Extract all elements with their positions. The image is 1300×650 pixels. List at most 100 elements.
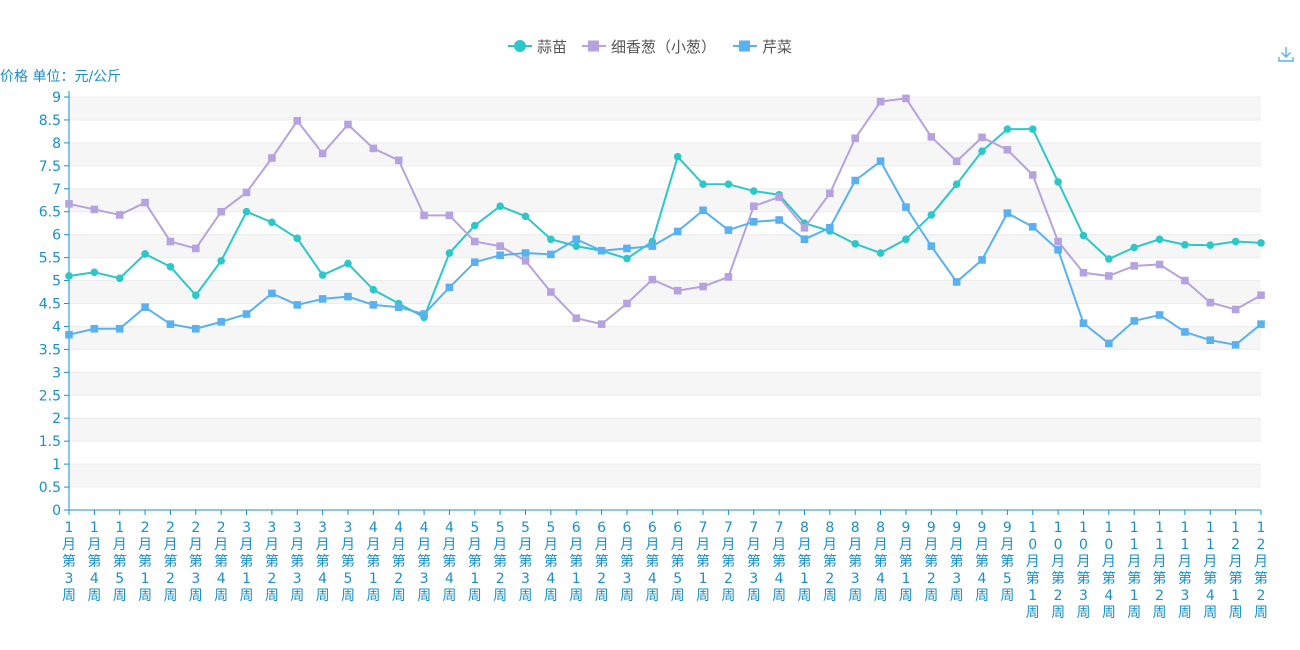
data-point[interactable] — [927, 242, 936, 250]
data-point[interactable] — [318, 149, 327, 158]
data-point[interactable] — [572, 242, 581, 250]
data-point[interactable] — [724, 226, 733, 234]
data-point[interactable] — [775, 193, 783, 201]
data-point[interactable] — [521, 212, 530, 221]
data-point[interactable] — [851, 176, 860, 185]
data-point[interactable] — [826, 189, 834, 198]
data-point[interactable] — [445, 211, 454, 220]
data-point[interactable] — [673, 286, 682, 295]
data-point[interactable] — [394, 156, 403, 165]
data-point[interactable] — [699, 282, 707, 291]
data-point[interactable] — [673, 227, 682, 236]
data-point[interactable] — [115, 274, 124, 283]
data-point[interactable] — [470, 237, 479, 246]
data-point[interactable] — [673, 152, 682, 161]
data-point[interactable] — [318, 295, 327, 303]
data-point[interactable] — [217, 257, 225, 265]
data-point[interactable] — [293, 301, 302, 309]
data-point[interactable] — [952, 278, 961, 286]
data-point[interactable] — [1054, 178, 1062, 186]
data-point[interactable] — [268, 289, 276, 298]
data-point[interactable] — [1206, 336, 1215, 345]
data-point[interactable] — [420, 310, 428, 318]
data-point[interactable] — [115, 211, 124, 219]
data-point[interactable] — [318, 271, 327, 279]
data-point[interactable] — [521, 257, 530, 265]
data-point[interactable] — [344, 259, 352, 268]
data-point[interactable] — [749, 218, 758, 226]
data-point[interactable] — [141, 250, 149, 258]
data-point[interactable] — [90, 268, 99, 277]
legend-item[interactable]: 蒜苗 — [508, 38, 567, 56]
data-point[interactable] — [623, 254, 631, 263]
data-point[interactable] — [699, 206, 707, 215]
data-point[interactable] — [547, 235, 555, 244]
data-point[interactable] — [1257, 291, 1265, 300]
data-point[interactable] — [1257, 320, 1265, 328]
data-point[interactable] — [851, 134, 860, 143]
data-point[interactable] — [369, 144, 378, 153]
data-point[interactable] — [851, 240, 860, 248]
data-point[interactable] — [978, 147, 986, 155]
data-point[interactable] — [470, 221, 479, 230]
data-point[interactable] — [1130, 317, 1138, 325]
data-point[interactable] — [1079, 319, 1088, 328]
data-point[interactable] — [394, 303, 403, 311]
data-point[interactable] — [1231, 237, 1240, 246]
data-point[interactable] — [1054, 237, 1062, 246]
data-point[interactable] — [1105, 272, 1113, 280]
data-point[interactable] — [775, 216, 783, 224]
data-point[interactable] — [496, 202, 504, 211]
data-point[interactable] — [166, 237, 175, 246]
download-icon[interactable] — [1276, 44, 1296, 64]
data-point[interactable] — [876, 157, 885, 166]
data-point[interactable] — [369, 285, 378, 294]
data-point[interactable] — [547, 250, 555, 259]
data-point[interactable] — [623, 244, 631, 253]
data-point[interactable] — [65, 330, 73, 339]
data-point[interactable] — [369, 301, 378, 309]
data-point[interactable] — [876, 249, 885, 257]
data-point[interactable] — [749, 202, 758, 211]
data-point[interactable] — [1155, 260, 1164, 269]
data-point[interactable] — [1206, 241, 1215, 250]
data-point[interactable] — [978, 133, 986, 142]
data-point[interactable] — [496, 251, 504, 260]
data-point[interactable] — [927, 211, 936, 219]
data-point[interactable] — [115, 324, 124, 333]
data-point[interactable] — [597, 246, 606, 255]
data-point[interactable] — [826, 223, 834, 232]
data-point[interactable] — [445, 249, 454, 257]
data-point[interactable] — [192, 324, 200, 333]
data-point[interactable] — [1231, 305, 1240, 314]
data-point[interactable] — [952, 180, 961, 188]
data-point[interactable] — [1206, 298, 1215, 307]
data-point[interactable] — [242, 207, 251, 216]
data-point[interactable] — [749, 187, 758, 195]
data-point[interactable] — [1003, 125, 1012, 133]
data-point[interactable] — [344, 120, 352, 129]
data-point[interactable] — [952, 157, 961, 166]
data-point[interactable] — [1105, 255, 1113, 263]
data-point[interactable] — [1155, 311, 1164, 319]
data-point[interactable] — [90, 324, 99, 333]
data-point[interactable] — [1130, 262, 1138, 270]
data-point[interactable] — [1054, 246, 1062, 254]
data-point[interactable] — [597, 320, 606, 328]
data-point[interactable] — [293, 234, 302, 243]
data-point[interactable] — [65, 272, 73, 280]
data-point[interactable] — [800, 235, 809, 244]
data-point[interactable] — [268, 218, 276, 227]
data-point[interactable] — [800, 223, 809, 232]
data-point[interactable] — [90, 205, 99, 214]
data-point[interactable] — [268, 154, 276, 162]
data-point[interactable] — [902, 203, 910, 211]
data-point[interactable] — [166, 262, 175, 271]
data-point[interactable] — [293, 117, 302, 125]
data-point[interactable] — [876, 97, 885, 106]
data-point[interactable] — [470, 258, 479, 266]
data-point[interactable] — [699, 180, 707, 188]
data-point[interactable] — [902, 235, 910, 244]
data-point[interactable] — [521, 249, 530, 257]
legend-item[interactable]: 细香葱（小葱） — [582, 38, 716, 56]
